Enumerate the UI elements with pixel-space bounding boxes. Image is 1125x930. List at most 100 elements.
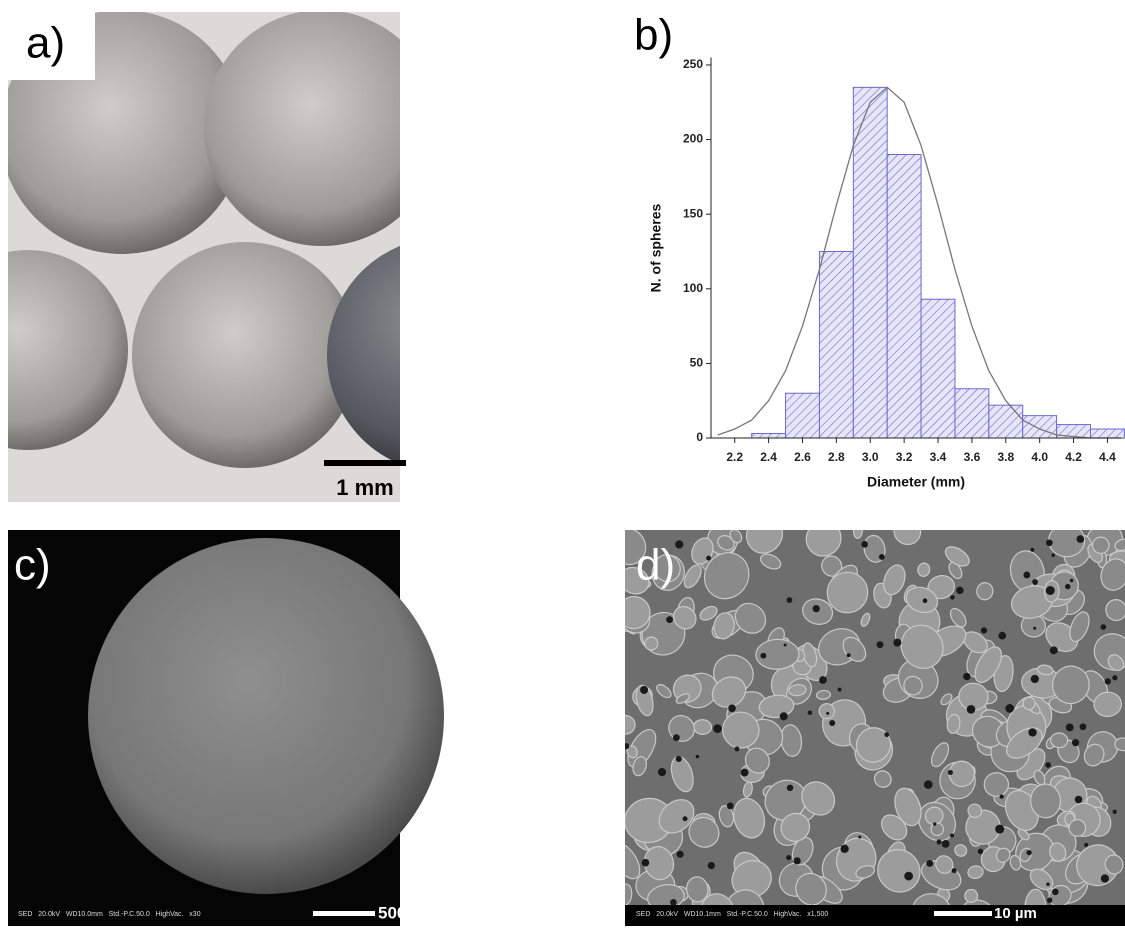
- pore: [999, 795, 1003, 799]
- pore: [808, 710, 812, 714]
- pore: [677, 851, 684, 858]
- pore: [838, 688, 842, 692]
- y-tick-label: 100: [683, 281, 703, 295]
- pore: [708, 862, 715, 869]
- pore: [967, 705, 976, 714]
- pore: [735, 747, 740, 752]
- pore: [787, 597, 793, 603]
- pore: [1046, 586, 1055, 595]
- x-tick-label: 4.0: [1031, 450, 1048, 464]
- pore: [926, 860, 933, 867]
- y-tick-label: 200: [683, 132, 703, 146]
- photo-a: [0, 10, 563, 502]
- pore: [884, 732, 889, 737]
- pore: [1046, 539, 1053, 546]
- pore: [640, 686, 648, 694]
- pore: [840, 845, 848, 853]
- pore: [1066, 723, 1074, 731]
- pore: [847, 653, 851, 657]
- pore: [675, 540, 683, 548]
- pore: [1046, 882, 1050, 886]
- sem-info: SED 20.0kV WD10.1mm Std.-P.C.50.0 HighVa…: [636, 911, 828, 918]
- pore: [1051, 553, 1055, 557]
- pore: [728, 705, 736, 713]
- pore: [1072, 739, 1079, 746]
- pore: [819, 676, 827, 684]
- pore: [826, 712, 829, 715]
- pore: [1032, 579, 1038, 585]
- pore: [963, 673, 970, 680]
- pore: [858, 836, 861, 839]
- panel-label: d): [636, 541, 675, 590]
- pore: [1028, 728, 1036, 736]
- scale-label: 1 mm: [336, 475, 393, 500]
- pore: [676, 756, 682, 762]
- pore: [952, 868, 957, 873]
- grain: [853, 522, 863, 538]
- pore: [861, 541, 868, 548]
- pore: [978, 849, 984, 855]
- x-tick-label: 3.0: [862, 450, 879, 464]
- pore: [995, 825, 1004, 834]
- pore: [1047, 897, 1052, 902]
- y-tick-label: 0: [696, 430, 703, 444]
- pore: [713, 724, 722, 733]
- x-tick-label: 3.4: [930, 450, 947, 464]
- pore: [784, 644, 787, 647]
- x-tick-label: 4.4: [1099, 450, 1116, 464]
- pore: [1052, 889, 1059, 896]
- x-tick-label: 4.2: [1065, 450, 1082, 464]
- pore: [1101, 874, 1109, 882]
- x-tick-label: 2.4: [760, 450, 777, 464]
- pore: [923, 598, 928, 603]
- bar: [955, 389, 989, 438]
- pore: [1105, 678, 1111, 684]
- scale-label: 10 µm: [994, 905, 1037, 922]
- pore: [1076, 535, 1084, 543]
- figure: a) 1 mm b) 0501001502002502.22.42.62.83.…: [0, 0, 1125, 930]
- pore: [673, 734, 680, 741]
- pore: [936, 839, 941, 844]
- pore: [998, 632, 1006, 640]
- pore: [829, 720, 835, 726]
- pore: [981, 627, 987, 633]
- pore: [780, 712, 788, 720]
- x-tick-label: 2.8: [828, 450, 845, 464]
- scale-bar: [934, 911, 992, 916]
- pore: [696, 755, 699, 758]
- scale-bar: [313, 911, 375, 916]
- pore: [956, 587, 963, 594]
- x-tick-label: 2.6: [794, 450, 811, 464]
- photo-d: [604, 509, 1125, 930]
- bar: [1091, 429, 1125, 438]
- y-tick-label: 250: [683, 57, 703, 71]
- bar: [786, 393, 820, 438]
- scale-label: 500 µm: [378, 903, 436, 922]
- pore: [658, 768, 666, 776]
- pore: [642, 859, 650, 867]
- pore: [1080, 723, 1087, 730]
- pore: [706, 556, 711, 561]
- pore: [942, 840, 950, 848]
- bar: [1023, 416, 1057, 438]
- grain: [1050, 733, 1068, 748]
- bar: [819, 251, 853, 438]
- panel-label: a): [26, 19, 65, 68]
- x-tick-label: 3.2: [896, 450, 913, 464]
- pore: [786, 855, 791, 860]
- pore: [879, 554, 885, 560]
- pore: [670, 899, 677, 906]
- pore: [1113, 810, 1117, 814]
- panel-label: c): [14, 541, 51, 590]
- y-tick-label: 150: [683, 206, 703, 220]
- pore: [950, 595, 954, 599]
- sem-info: SED 20.0kV WD10.0mm Std.-P.C.50.0 HighVa…: [18, 911, 201, 918]
- pore: [950, 834, 954, 838]
- pore: [683, 816, 688, 821]
- sem-sphere: [88, 538, 444, 894]
- x-tick-label: 2.2: [726, 450, 743, 464]
- pore: [877, 641, 884, 648]
- pore: [1050, 646, 1058, 654]
- histogram: 0501001502002502.22.42.62.83.03.23.43.63…: [648, 57, 1125, 490]
- pore: [794, 857, 801, 864]
